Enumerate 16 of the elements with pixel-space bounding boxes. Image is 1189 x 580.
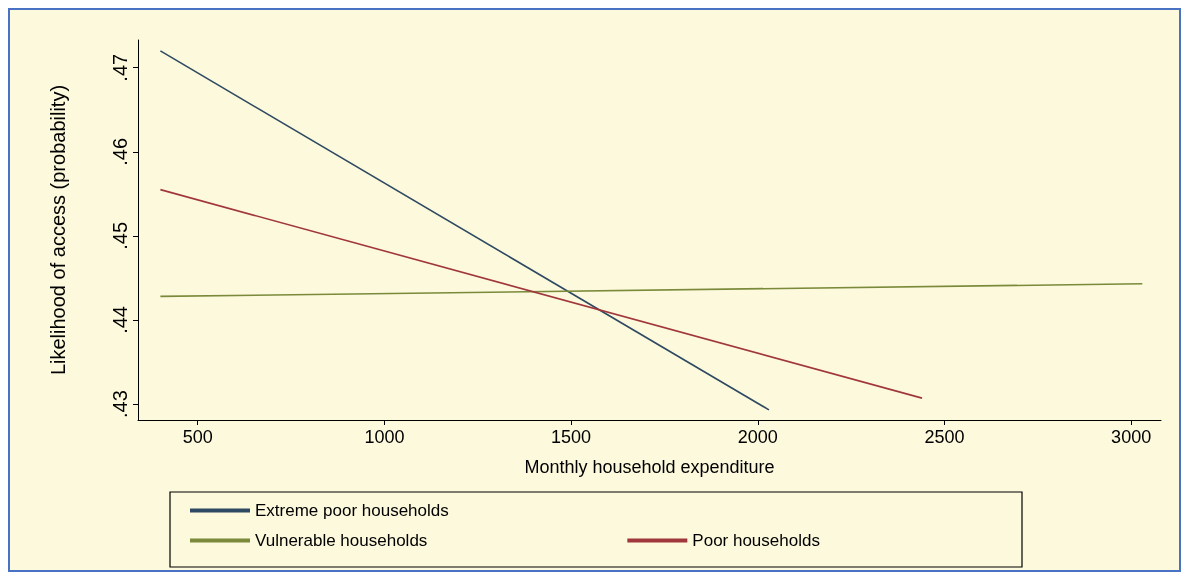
y-tick-label: .45: [109, 221, 131, 250]
legend-label: Extreme poor households: [255, 501, 449, 520]
y-tick-label: .44: [109, 306, 131, 334]
y-tick-label: .46: [109, 137, 131, 166]
x-tick-label: 3000: [1111, 427, 1152, 447]
y-tick-label: .43: [109, 390, 131, 418]
x-tick-label: 2000: [737, 427, 778, 447]
x-tick-label: 1000: [364, 427, 405, 447]
legend-label: Poor households: [692, 531, 820, 550]
x-tick-label: 1500: [551, 427, 592, 447]
x-tick-label: 2500: [924, 427, 965, 447]
legend-label: Vulnerable households: [255, 531, 428, 550]
x-tick-label: 500: [182, 427, 213, 447]
y-tick-label: .47: [109, 53, 131, 82]
y-axis-title: Likelihood of access (probability): [47, 84, 69, 376]
x-axis-title: Monthly household expenditure: [524, 457, 775, 477]
